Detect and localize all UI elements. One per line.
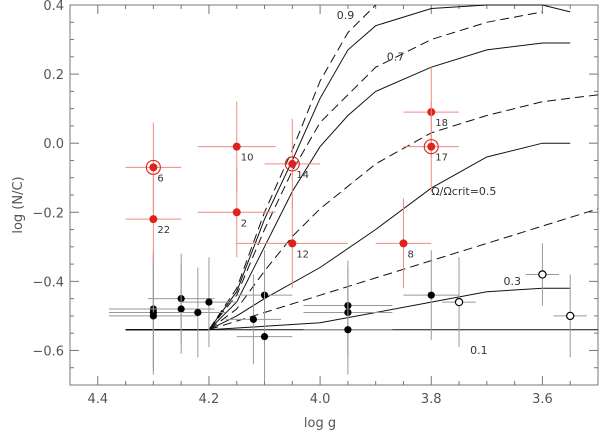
black-star-point	[260, 333, 269, 341]
model-track-solid	[125, 42, 571, 331]
y-tick-label: 0.0	[43, 137, 64, 152]
open-circle-point	[454, 297, 464, 307]
black-star-point	[249, 315, 258, 323]
model-track-dashed	[125, 208, 599, 331]
track-label: Ω/Ωcrit=0.5	[431, 185, 496, 198]
x-tick-label: 3.6	[532, 392, 553, 407]
red-star-point	[288, 159, 297, 168]
star-id-label: 18	[435, 118, 448, 129]
track-label: 0.3	[504, 275, 521, 288]
star-id-label: 14	[296, 170, 309, 181]
red-star-point	[149, 163, 158, 172]
track-label: 0.9	[337, 9, 355, 22]
plot-frame	[69, 4, 599, 386]
x-tick-label: 4.2	[199, 392, 220, 407]
track-label: 0.1	[470, 344, 488, 357]
model-track-dashed	[125, 94, 599, 331]
black-star-point	[427, 291, 435, 299]
star-id-label: 10	[241, 153, 254, 164]
y-axis-label: log (N/C)	[11, 176, 26, 233]
model-track-solid	[125, 142, 571, 331]
red-star-point	[232, 142, 241, 151]
black-star-point	[194, 308, 202, 317]
x-tick-label: 4.4	[87, 392, 108, 407]
open-circle-point	[538, 270, 547, 279]
x-tick-label: 3.8	[421, 392, 442, 407]
annotation-labels: 0.1 0.3 Ω/Ωcrit=0.5 0.7 0.9 6 22 10 2 14 12 8 18 17	[157, 9, 521, 357]
x-axis-label: log g	[304, 416, 336, 431]
black-star-point	[177, 305, 185, 313]
red-star-point	[427, 142, 436, 151]
red-star-point	[399, 239, 408, 248]
star-id-label: 12	[296, 249, 309, 260]
black-star-point	[344, 326, 352, 334]
star-id-label: 2	[241, 218, 247, 229]
star-id-label: 6	[157, 173, 163, 184]
axes: 4.4 4.2 4.0 3.8 3.6 0.4 0.2 0.0 −0.2 −0.4 −0.6	[32, 0, 599, 407]
y-tick-label: −0.2	[32, 206, 64, 221]
red-star-point	[288, 239, 297, 248]
model-tracks	[125, 4, 599, 331]
model-track-dashed	[125, 4, 377, 331]
x-tick-label: 4.0	[310, 392, 331, 407]
star-id-label: 17	[435, 153, 448, 164]
star-id-label: 8	[407, 249, 413, 260]
model-track-solid	[125, 4, 571, 331]
red-star-ring	[423, 139, 439, 155]
black-star-point	[205, 298, 213, 306]
black-star-point	[149, 312, 157, 320]
red-star-point	[149, 215, 158, 224]
red-star-ring	[284, 156, 300, 172]
y-tick-label: 0.4	[43, 0, 64, 14]
open-circle-point	[566, 311, 575, 321]
y-tick-label: 0.2	[43, 68, 64, 83]
star-id-label: 22	[157, 225, 170, 236]
y-tick-label: −0.6	[32, 344, 64, 359]
red-star-point	[232, 208, 241, 217]
y-tick-label: −0.4	[32, 275, 64, 290]
model-track-dashed	[125, 11, 543, 331]
track-label: 0.7	[387, 50, 405, 63]
data-points	[108, 67, 587, 382]
